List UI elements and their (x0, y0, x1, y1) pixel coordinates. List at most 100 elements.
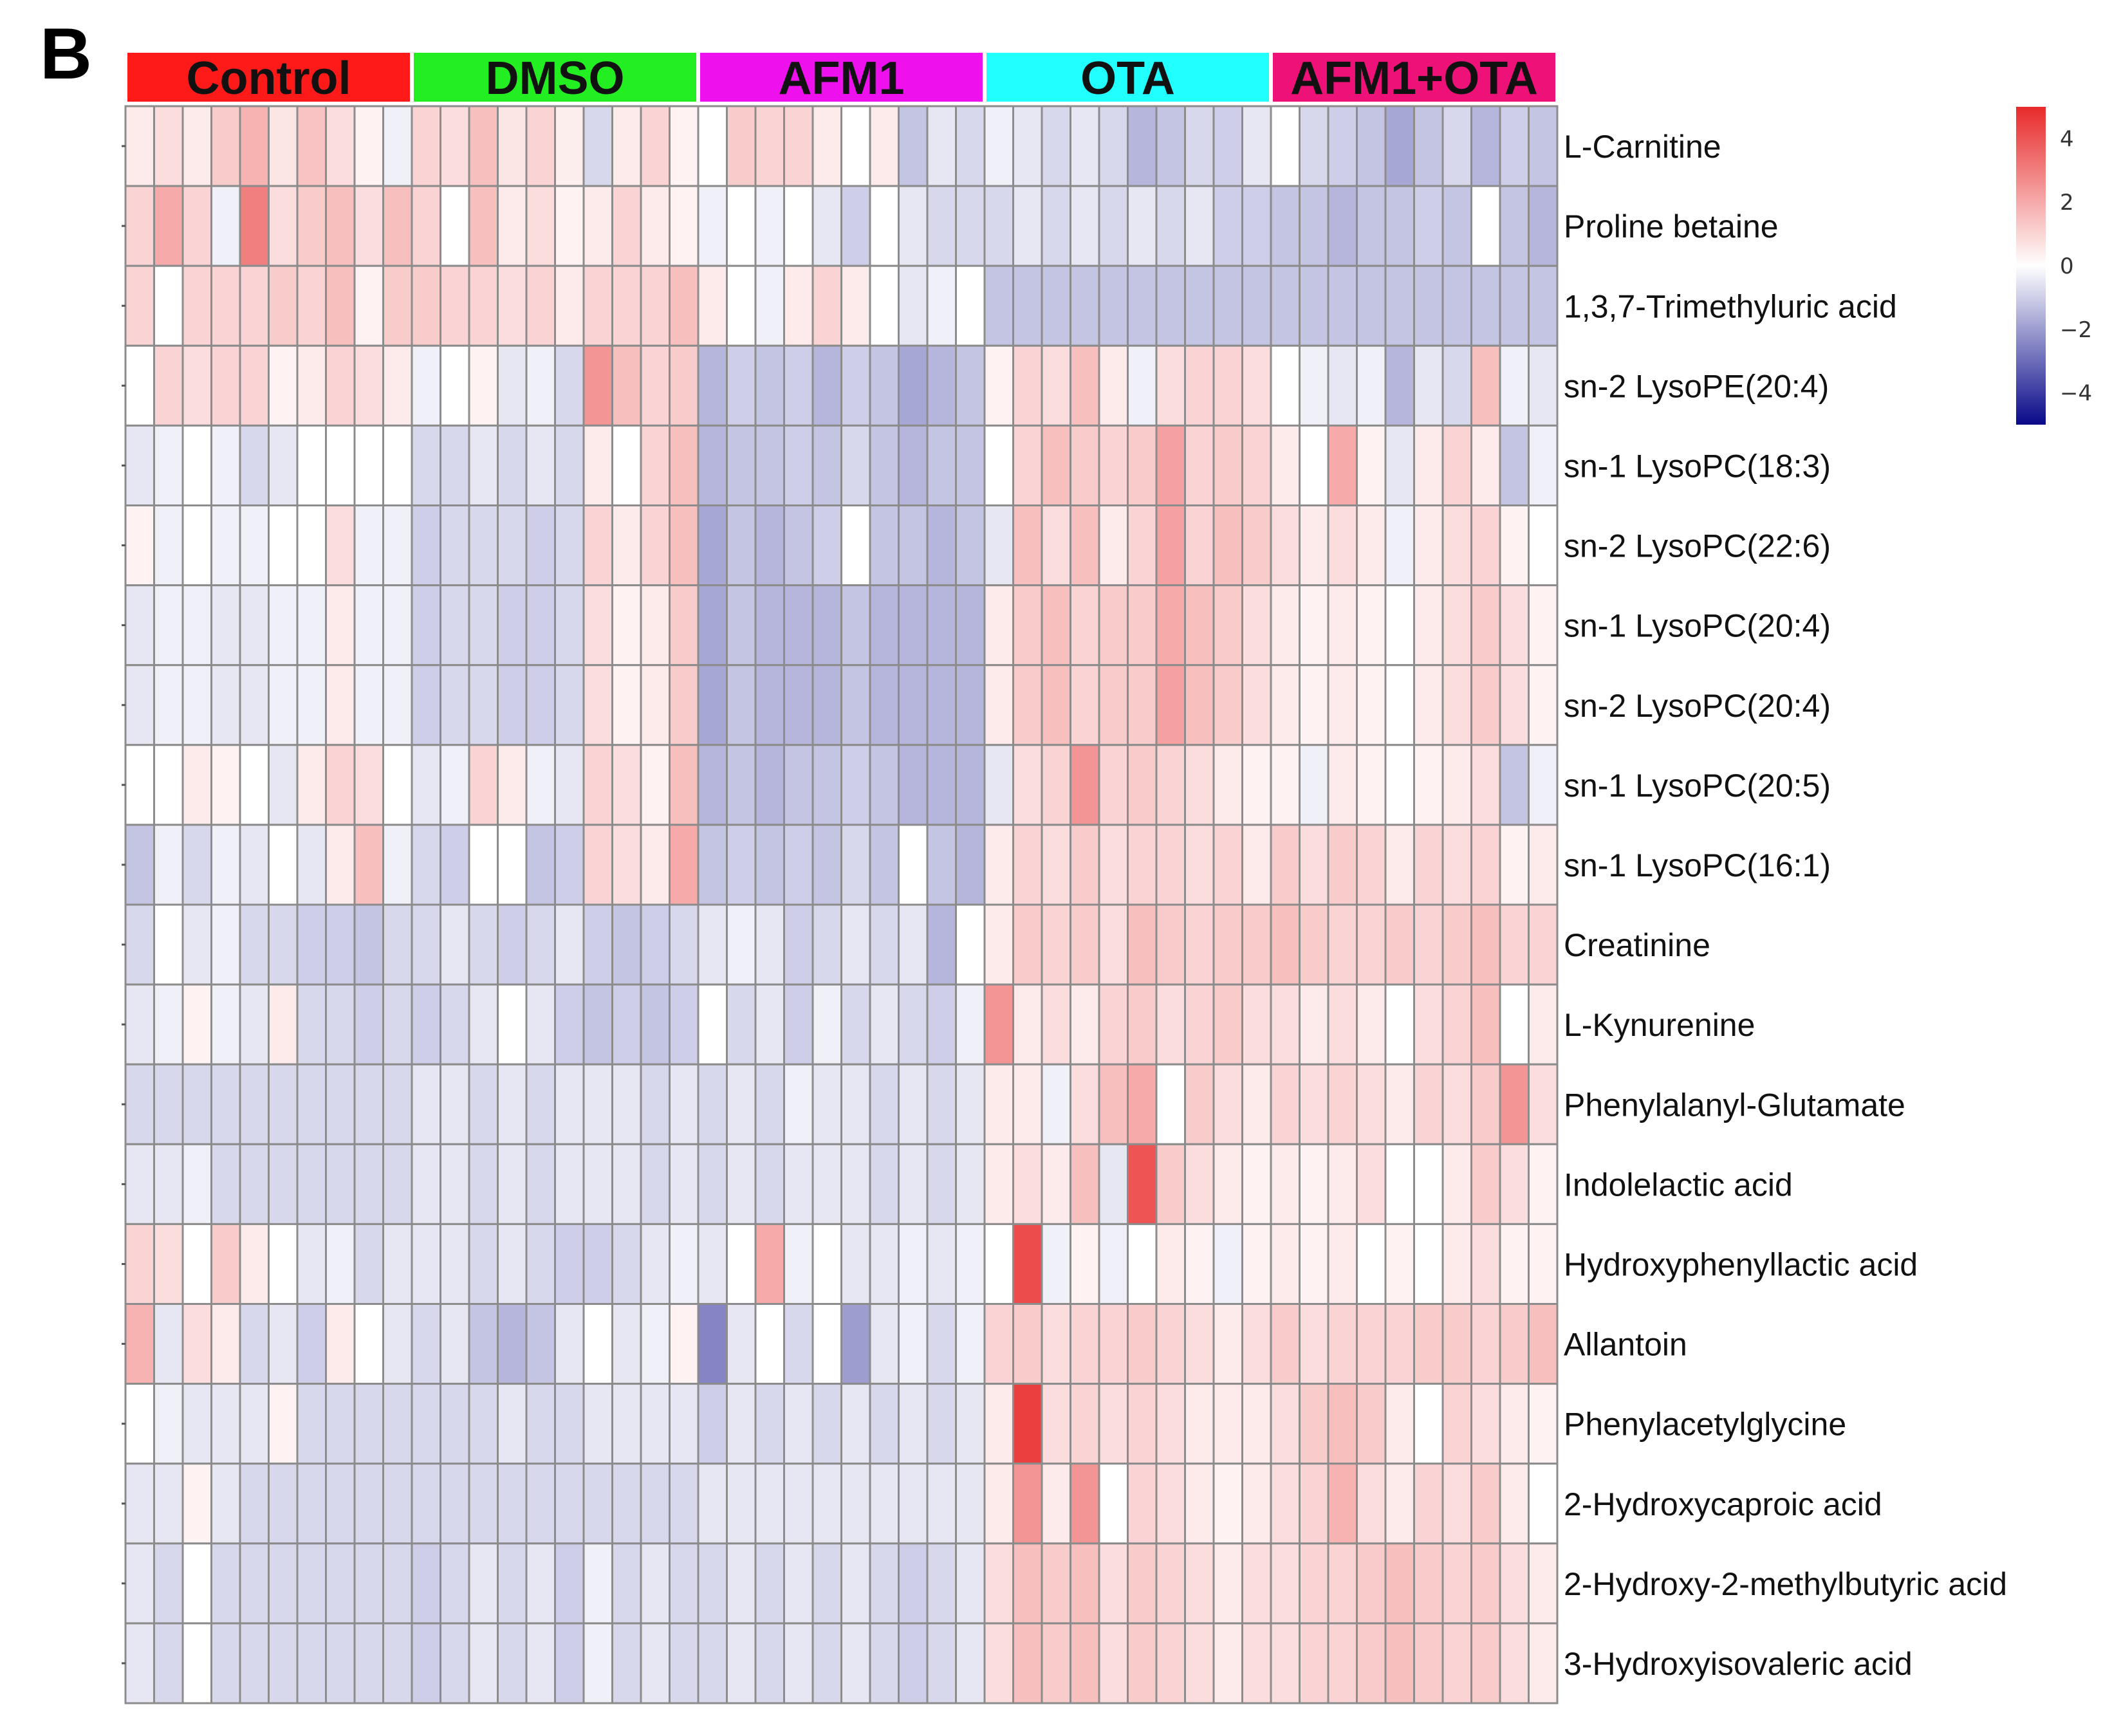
heatmap-cell (497, 584, 528, 667)
heatmap-cell (353, 504, 384, 587)
heatmap-cell (1012, 264, 1043, 347)
heatmap-cell (1155, 983, 1186, 1066)
heatmap-cell (783, 903, 814, 986)
heatmap-cell (353, 264, 384, 347)
heatmap-cell (640, 1223, 671, 1306)
heatmap-cell (440, 105, 470, 187)
heatmap-cell (926, 424, 957, 507)
heatmap-cell (1356, 1143, 1387, 1225)
heatmap-cell (783, 983, 814, 1066)
heatmap-cell (1441, 584, 1472, 667)
heatmap-cell (1356, 105, 1387, 187)
heatmap-cell (296, 105, 327, 187)
heatmap-cell (697, 584, 728, 667)
heatmap-cell (1012, 1223, 1043, 1306)
heatmap-cell (153, 1383, 184, 1465)
heatmap-cell (1041, 504, 1071, 587)
heatmap-cell (1327, 1463, 1358, 1545)
heatmap-cell (898, 1542, 929, 1625)
heatmap-cell (840, 424, 871, 507)
heatmap-cell (1241, 344, 1272, 427)
heatmap-cell (239, 983, 270, 1066)
heatmap-cell (1155, 344, 1186, 427)
heatmap-cell (783, 185, 814, 267)
heatmap-cell (1441, 1542, 1472, 1625)
heatmap-cell (898, 105, 929, 187)
heatmap-cell (1470, 903, 1501, 986)
heatmap-cell (1098, 1463, 1129, 1545)
heatmap-cell (1356, 344, 1387, 427)
heatmap-cell (181, 1063, 212, 1145)
heatmap-cell (210, 344, 241, 427)
heatmap-cell (811, 264, 842, 347)
heatmap-cell (754, 1223, 785, 1306)
heatmap-cell (1184, 584, 1215, 667)
heatmap-cell (582, 1463, 613, 1545)
heatmap-cell (840, 903, 871, 986)
heatmap-cell (1299, 185, 1329, 267)
heatmap-cell (1327, 1542, 1358, 1625)
group-bar-1 (414, 53, 696, 102)
colorbar: 4 2 0 −2 −4 (2016, 107, 2092, 425)
heatmap-cell (783, 744, 814, 826)
heatmap-cell (955, 1542, 986, 1625)
heatmap-cell (181, 1542, 212, 1625)
heatmap-cell (869, 664, 900, 746)
heatmap-cell (1012, 344, 1043, 427)
heatmap-cell (1070, 1622, 1100, 1704)
heatmap-cell (983, 1463, 1014, 1545)
heatmap-cell (1384, 105, 1415, 187)
heatmap-cell (1528, 824, 1559, 906)
heatmap-cell (210, 1063, 241, 1145)
heatmap-cell (353, 1303, 384, 1385)
heatmap-cell (1528, 664, 1559, 746)
heatmap-cell (1270, 584, 1301, 667)
heatmap-cell (697, 664, 728, 746)
heatmap-cell (210, 664, 241, 746)
heatmap-cell (382, 664, 413, 746)
heatmap-cell (1070, 903, 1100, 986)
heatmap-cell (582, 1063, 613, 1145)
heatmap-cell (783, 1143, 814, 1225)
heatmap-cell (1070, 504, 1100, 587)
heatmap-cell (411, 664, 441, 746)
heatmap-cell (726, 1063, 757, 1145)
heatmap-cell (1070, 1383, 1100, 1465)
heatmap-cell (1270, 1223, 1301, 1306)
heatmap-cell (296, 264, 327, 347)
heatmap-cell (726, 983, 757, 1066)
heatmap-cell (1184, 344, 1215, 427)
heatmap-cell (697, 424, 728, 507)
heatmap-cell (1098, 1143, 1129, 1225)
heatmap-cell (1270, 424, 1301, 507)
heatmap-cell (353, 1542, 384, 1625)
heatmap-cell (1299, 264, 1329, 347)
heatmap-cell (1184, 983, 1215, 1066)
heatmap-cell (726, 1542, 757, 1625)
heatmap-cell (181, 1223, 212, 1306)
heatmap-cell (611, 744, 642, 826)
heatmap-cell (268, 1463, 299, 1545)
heatmap-cell (1384, 903, 1415, 986)
row-label: Indolelactic acid (1564, 1167, 1793, 1203)
heatmap-cell (382, 1303, 413, 1385)
heatmap-cell (411, 504, 441, 587)
heatmap-cell (353, 424, 384, 507)
heatmap-cell (468, 824, 499, 906)
heatmap-cell (611, 903, 642, 986)
heatmap-cell (754, 744, 785, 826)
heatmap-cell (296, 1383, 327, 1465)
heatmap-cell (669, 504, 699, 587)
heatmap-cell (440, 1063, 470, 1145)
heatmap-cell (1528, 1622, 1559, 1704)
heatmap-cell (1155, 1223, 1186, 1306)
heatmap-cell (1441, 1063, 1472, 1145)
heatmap-cell (554, 185, 585, 267)
heatmap-cell (926, 105, 957, 187)
row-label: sn-1 LysoPC(20:5) (1564, 768, 1831, 804)
heatmap-cell (181, 824, 212, 906)
heatmap-cell (124, 1143, 155, 1225)
heatmap-cell (582, 424, 613, 507)
heatmap-cell (1441, 1303, 1472, 1385)
heatmap-cell (955, 824, 986, 906)
